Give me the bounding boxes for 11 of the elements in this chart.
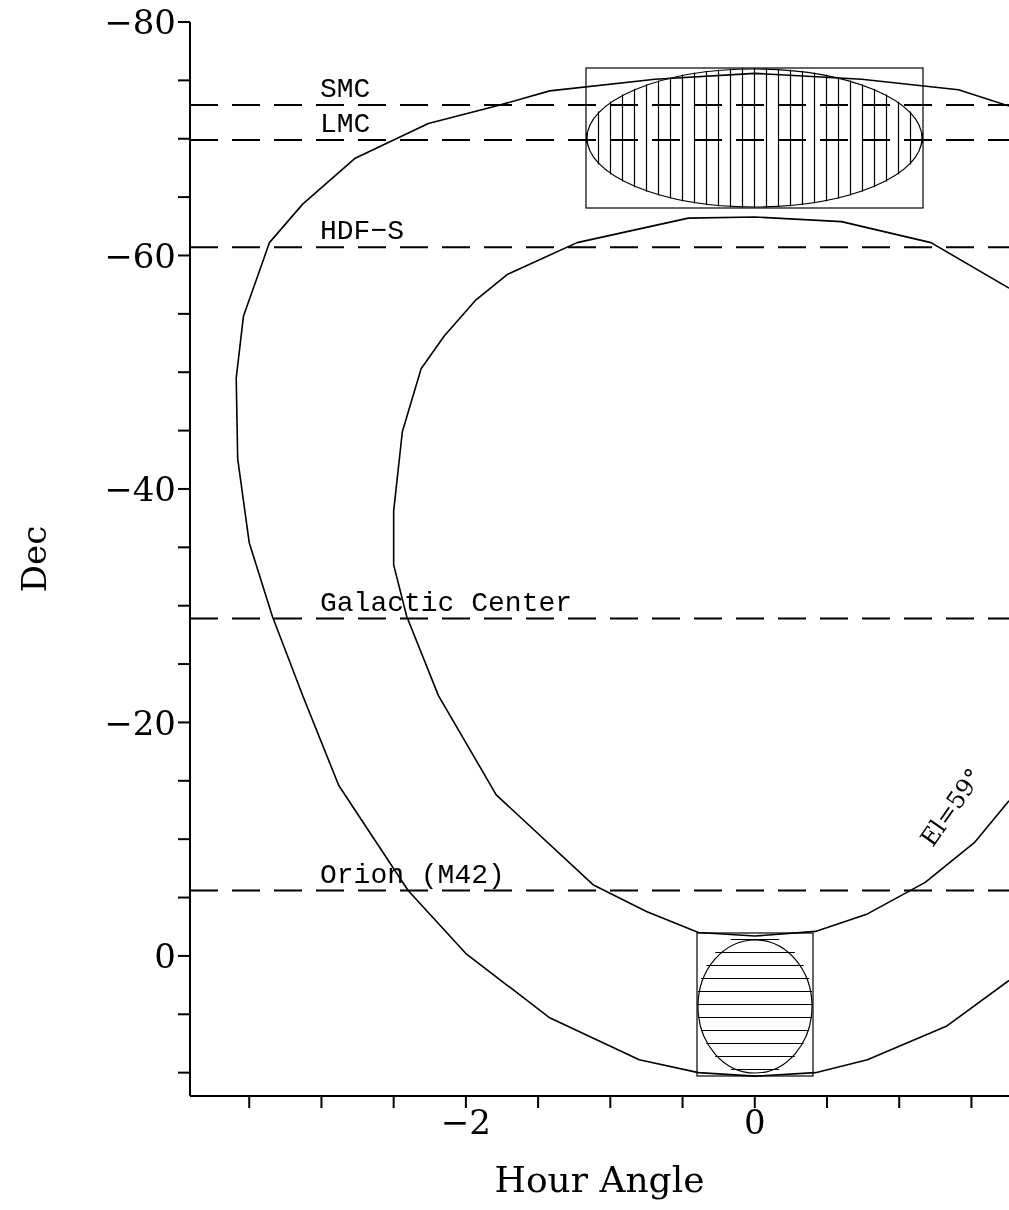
- y-tick-label: −20: [104, 702, 176, 743]
- y-axis-title: Dec: [14, 525, 55, 593]
- x-axis-title: Hour Angle: [494, 1159, 705, 1200]
- ref-line-label: HDF−S: [320, 216, 405, 248]
- ref-line-label: LMC: [320, 108, 371, 140]
- y-tick-label: −40: [104, 469, 176, 510]
- ref-line-label: SMC: [320, 73, 371, 105]
- x-tick-label: −2: [440, 1102, 491, 1143]
- y-tick-label: −60: [104, 235, 176, 276]
- y-tick-label: 0: [154, 935, 176, 976]
- y-tick-label: −80: [104, 2, 176, 43]
